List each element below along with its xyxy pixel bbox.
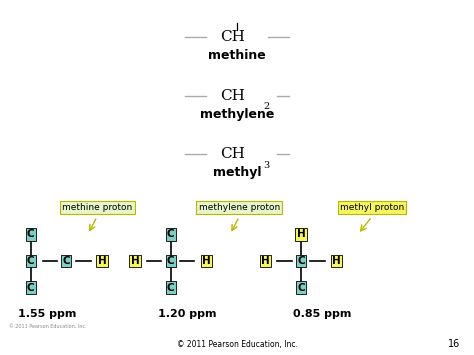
Text: C: C (167, 256, 174, 266)
Text: CH: CH (220, 30, 245, 44)
Text: methylene: methylene (200, 108, 274, 121)
Text: C: C (167, 283, 174, 293)
Text: 0.85 ppm: 0.85 ppm (293, 309, 352, 319)
Text: H: H (332, 256, 341, 266)
Text: H: H (297, 229, 305, 239)
Text: H: H (131, 256, 139, 266)
Text: C: C (27, 229, 35, 239)
Text: H: H (98, 256, 106, 266)
Text: C: C (63, 256, 70, 266)
Text: H: H (202, 256, 210, 266)
Text: CH: CH (220, 147, 245, 162)
Text: C: C (297, 256, 305, 266)
Text: CH: CH (220, 89, 245, 103)
Text: C: C (167, 229, 174, 239)
Text: 1.55 ppm: 1.55 ppm (18, 309, 77, 319)
Text: 1.20 ppm: 1.20 ppm (158, 309, 217, 319)
Text: © 2011 Pearson Education, Inc.: © 2011 Pearson Education, Inc. (9, 324, 87, 329)
Text: © 2011 Pearson Education, Inc.: © 2011 Pearson Education, Inc. (176, 340, 298, 349)
Text: H: H (261, 256, 270, 266)
Text: methyl proton: methyl proton (340, 203, 404, 212)
Text: C: C (27, 283, 35, 293)
Text: 16: 16 (447, 339, 460, 349)
Text: methylene proton: methylene proton (199, 203, 280, 212)
Text: 3: 3 (263, 161, 269, 170)
Text: methine proton: methine proton (62, 203, 132, 212)
Text: methine: methine (208, 49, 266, 61)
Text: C: C (27, 256, 35, 266)
Text: methyl: methyl (213, 166, 261, 179)
Text: C: C (297, 283, 305, 293)
Text: 2: 2 (263, 102, 269, 111)
